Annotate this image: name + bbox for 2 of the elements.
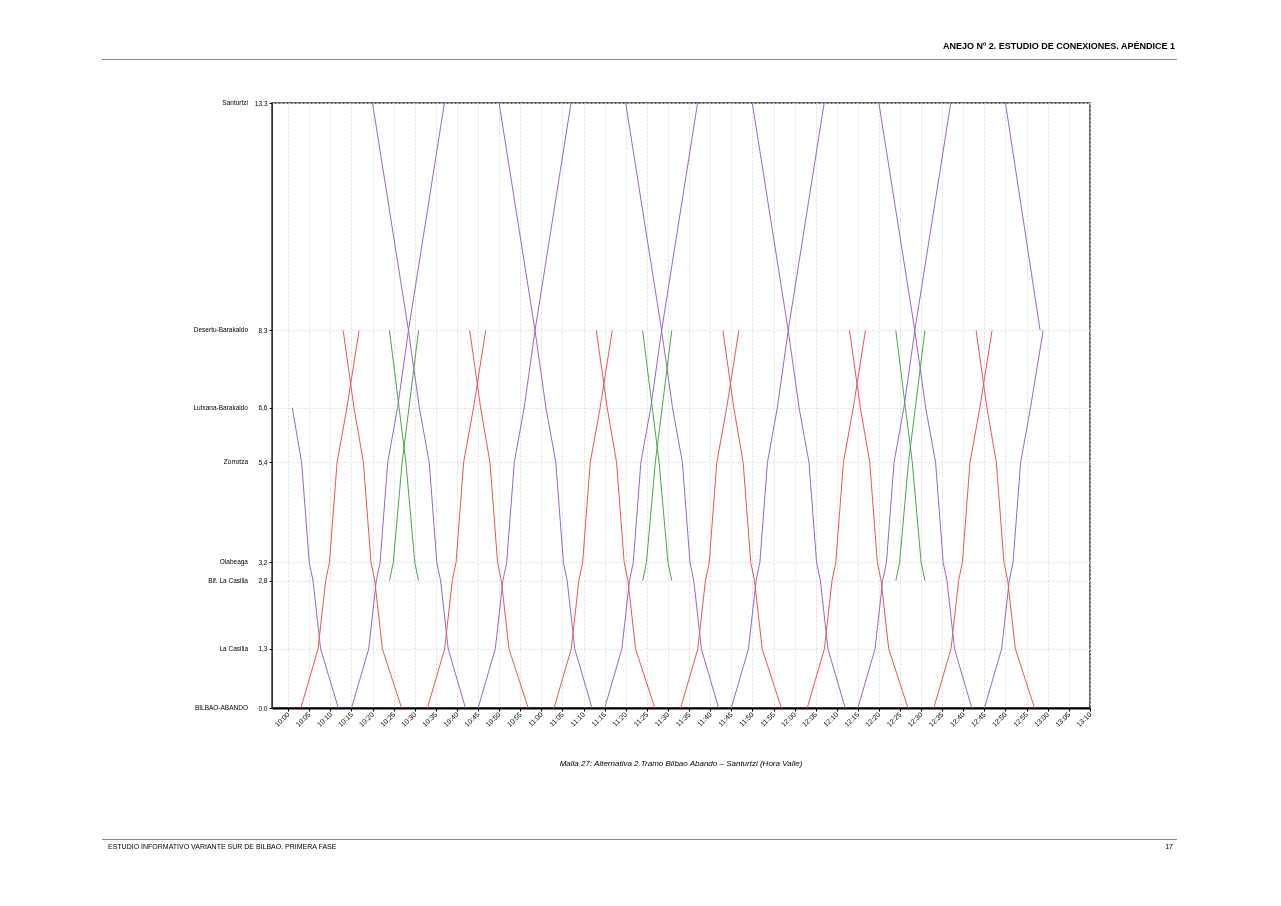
text: Malla 27: Alternativa 2.Tramo Bilbao Abando – Santurtzi (Hora Valle) — [559, 758, 803, 768]
text: ANEJO Nº 2. ESTUDIO DE CONEXIONES. APÉNDICE 1 — [942, 41, 1175, 51]
